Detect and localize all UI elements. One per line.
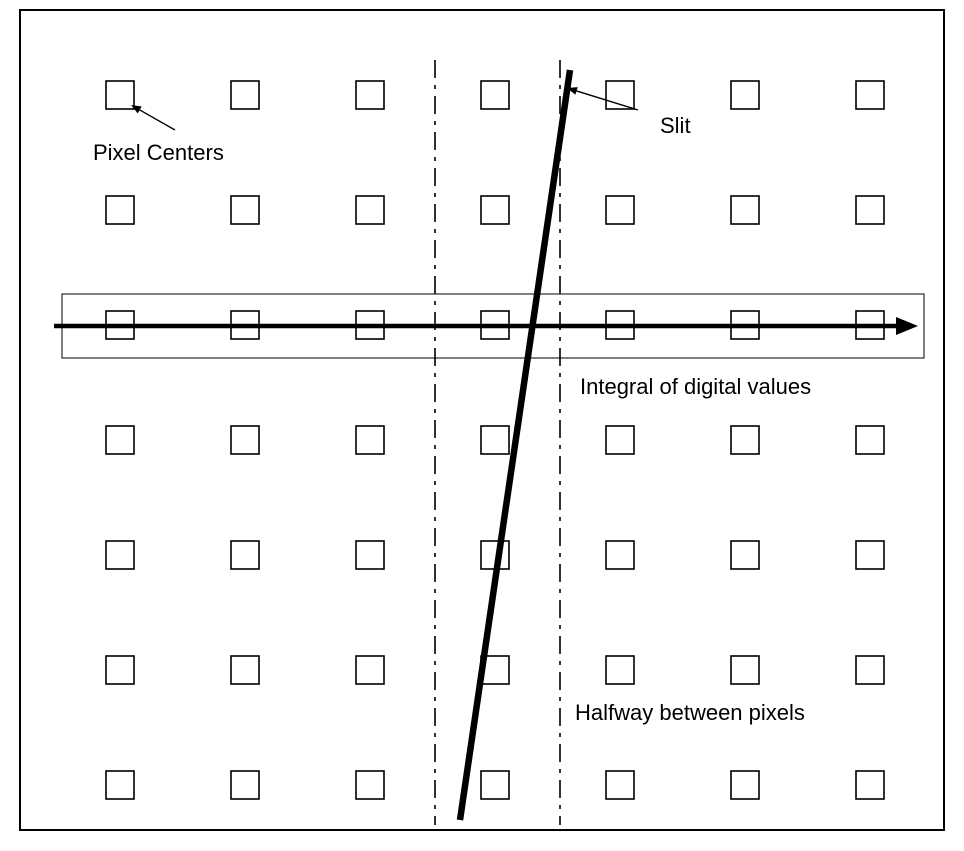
label-pixel-centers: Pixel Centers xyxy=(93,140,224,166)
label-integral: Integral of digital values xyxy=(580,374,811,400)
label-slit: Slit xyxy=(660,113,691,139)
label-halfway: Halfway between pixels xyxy=(575,700,805,726)
outer-frame xyxy=(20,10,944,830)
diagram-wrap: Pixel Centers Slit Integral of digital v… xyxy=(0,0,964,851)
diagram-svg xyxy=(0,0,964,851)
